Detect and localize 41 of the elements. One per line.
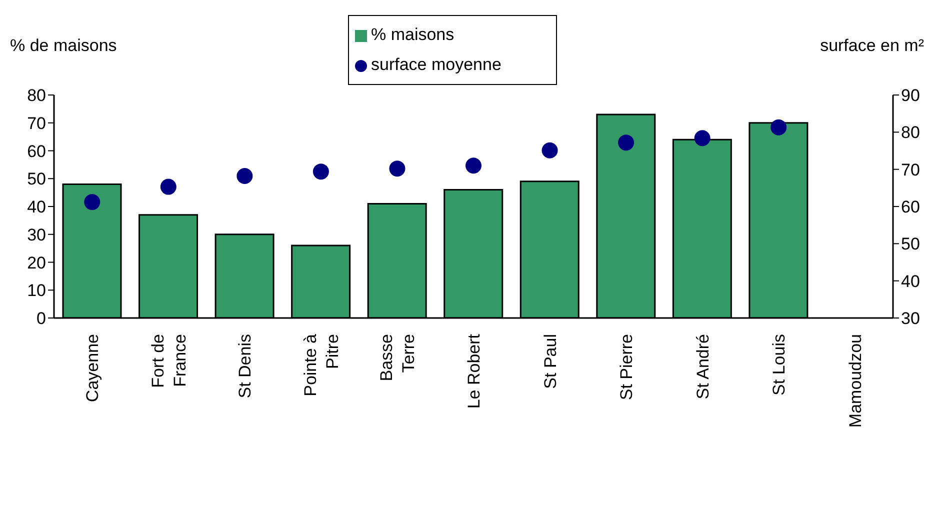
point <box>312 164 329 180</box>
y2-axis-title: surface en m² <box>820 36 924 56</box>
y-tick-label: 20 <box>27 253 46 272</box>
point <box>389 160 406 177</box>
y-tick-label: 10 <box>27 281 46 300</box>
point <box>160 178 176 195</box>
y-tick-label: 80 <box>27 86 46 106</box>
y2-tick-label: 30 <box>901 309 920 328</box>
point <box>236 168 253 184</box>
point <box>84 194 100 210</box>
y-tick-label: 0 <box>36 309 46 328</box>
x-tick-label: St André <box>693 334 712 400</box>
y-tick-label: 30 <box>27 225 46 244</box>
x-tick-label: Fort de France <box>148 334 190 388</box>
point <box>694 130 710 146</box>
x-tick-label: St Pierre <box>617 334 636 400</box>
y2-tick-label: 90 <box>901 86 920 106</box>
y2-tick-label: 80 <box>901 123 920 142</box>
point <box>770 119 787 136</box>
y2-tick-label: 60 <box>901 198 920 217</box>
y-tick-label: 40 <box>27 198 46 217</box>
y-axis-title: % de maisons <box>10 36 117 56</box>
x-tick-label: St Paul <box>540 334 560 389</box>
x-tick-label: St Louis <box>770 334 789 396</box>
point <box>542 142 558 158</box>
y-tick-label: 70 <box>27 114 46 133</box>
legend-label: % maisons <box>371 25 454 44</box>
x-tick-label: Le Robert <box>464 334 484 409</box>
y-tick-label: 60 <box>27 142 46 161</box>
y-tick-label: 50 <box>27 170 46 189</box>
y2-tick-label: 50 <box>901 234 920 254</box>
x-tick-label: Pointe à Pitre <box>300 333 342 396</box>
legend-label: surface moyenne <box>371 55 502 74</box>
y2-tick-label: 40 <box>901 272 920 291</box>
x-tick-label: St Denis <box>236 334 255 398</box>
x-tick-label: Basse Terre <box>377 334 418 382</box>
y2-tick-label: 70 <box>901 160 920 180</box>
x-tick-label: Cayenne <box>83 334 102 402</box>
point <box>466 158 482 174</box>
x-tick-label: Mamoudzou <box>846 334 865 428</box>
point <box>618 134 634 151</box>
